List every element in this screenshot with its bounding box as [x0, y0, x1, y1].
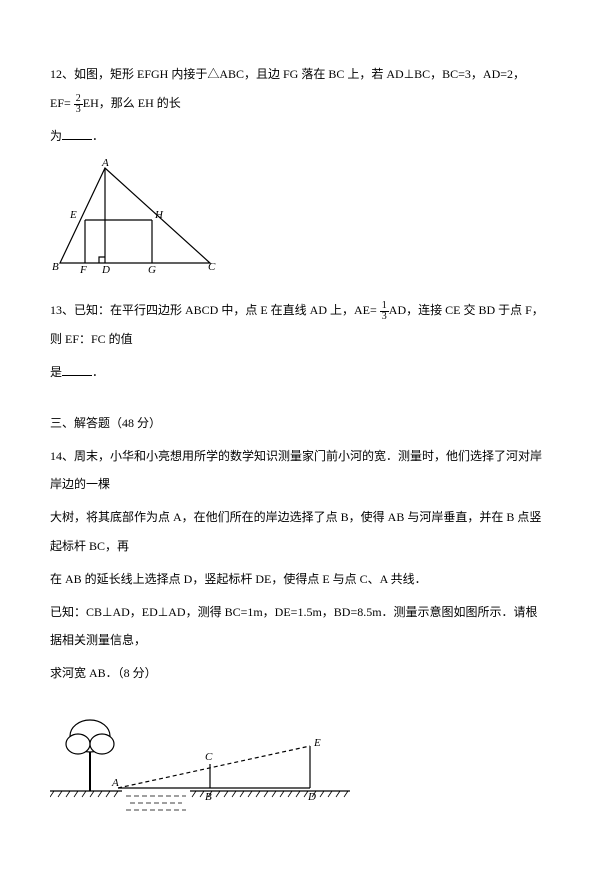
- q14-l4: 已知：CB⊥AD，ED⊥AD，测得 BC=1m，DE=1.5m，BD=8.5m．…: [50, 598, 545, 656]
- label-F: F: [79, 264, 87, 276]
- label-G: G: [148, 264, 156, 276]
- q13-line2: 是．: [50, 358, 545, 387]
- label14-E: E: [313, 737, 321, 749]
- q12-frac: 23: [74, 94, 83, 115]
- q12-line2-pre: 为: [50, 129, 62, 143]
- label-B: B: [52, 261, 59, 273]
- q13-frac: 13: [380, 301, 389, 322]
- label14-A: A: [111, 777, 119, 789]
- q13-frac-den: 3: [380, 312, 389, 322]
- q13-line2-post: ．: [92, 365, 104, 379]
- q12-line1: 12、如图，矩形 EFGH 内接于△ABC，且边 FG 落在 BC 上，若 AD…: [50, 60, 545, 118]
- figure-q14: A B C D E: [50, 696, 545, 826]
- label-D: D: [101, 264, 110, 276]
- q14-l1: 14、周末，小华和小亮想用所学的数学知识测量家门前小河的宽．测量时，他们选择了河…: [50, 442, 545, 500]
- figure-q14-svg: A B C D E: [50, 696, 350, 826]
- q12-line2: 为．: [50, 122, 545, 151]
- q12-blank: [62, 127, 92, 140]
- q13-blank: [62, 363, 92, 376]
- label14-B: B: [205, 791, 212, 803]
- label14-D: D: [307, 791, 316, 803]
- section3-title-text: 三、解答题（48 分）: [50, 416, 161, 430]
- q12-text-post: EH，那么 EH 的长: [83, 96, 181, 110]
- figure-q12: A B C D E F G H: [50, 158, 545, 278]
- label-A: A: [101, 158, 109, 169]
- figure-q12-svg: A B C D E F G H: [50, 158, 220, 278]
- q14-l3: 在 AB 的延长线上选择点 D，竖起标杆 DE，使得点 E 与点 C、A 共线．: [50, 565, 545, 594]
- q13-text-pre: 13、已知：在平行四边形 ABCD 中，点 E 在直线 AD 上，AE=: [50, 303, 380, 317]
- q12-line2-post: ．: [92, 129, 104, 143]
- q12-frac-den: 3: [74, 105, 83, 115]
- label14-C: C: [205, 751, 213, 763]
- label-E: E: [69, 209, 77, 221]
- q14-l2: 大树，将其底部作为点 A，在他们所在的岸边选择了点 B，使得 AB 与河岸垂直，…: [50, 503, 545, 561]
- q13-line1: 13、已知：在平行四边形 ABCD 中，点 E 在直线 AD 上，AE= 13A…: [50, 296, 545, 354]
- section3-title: 三、解答题（48 分）: [50, 409, 545, 438]
- q12-frac-num: 2: [74, 94, 83, 105]
- q13-line2-pre: 是: [50, 365, 62, 379]
- label-H: H: [154, 209, 164, 221]
- q14-l5: 求河宽 AB．（8 分）: [50, 659, 545, 688]
- label-C: C: [208, 261, 216, 273]
